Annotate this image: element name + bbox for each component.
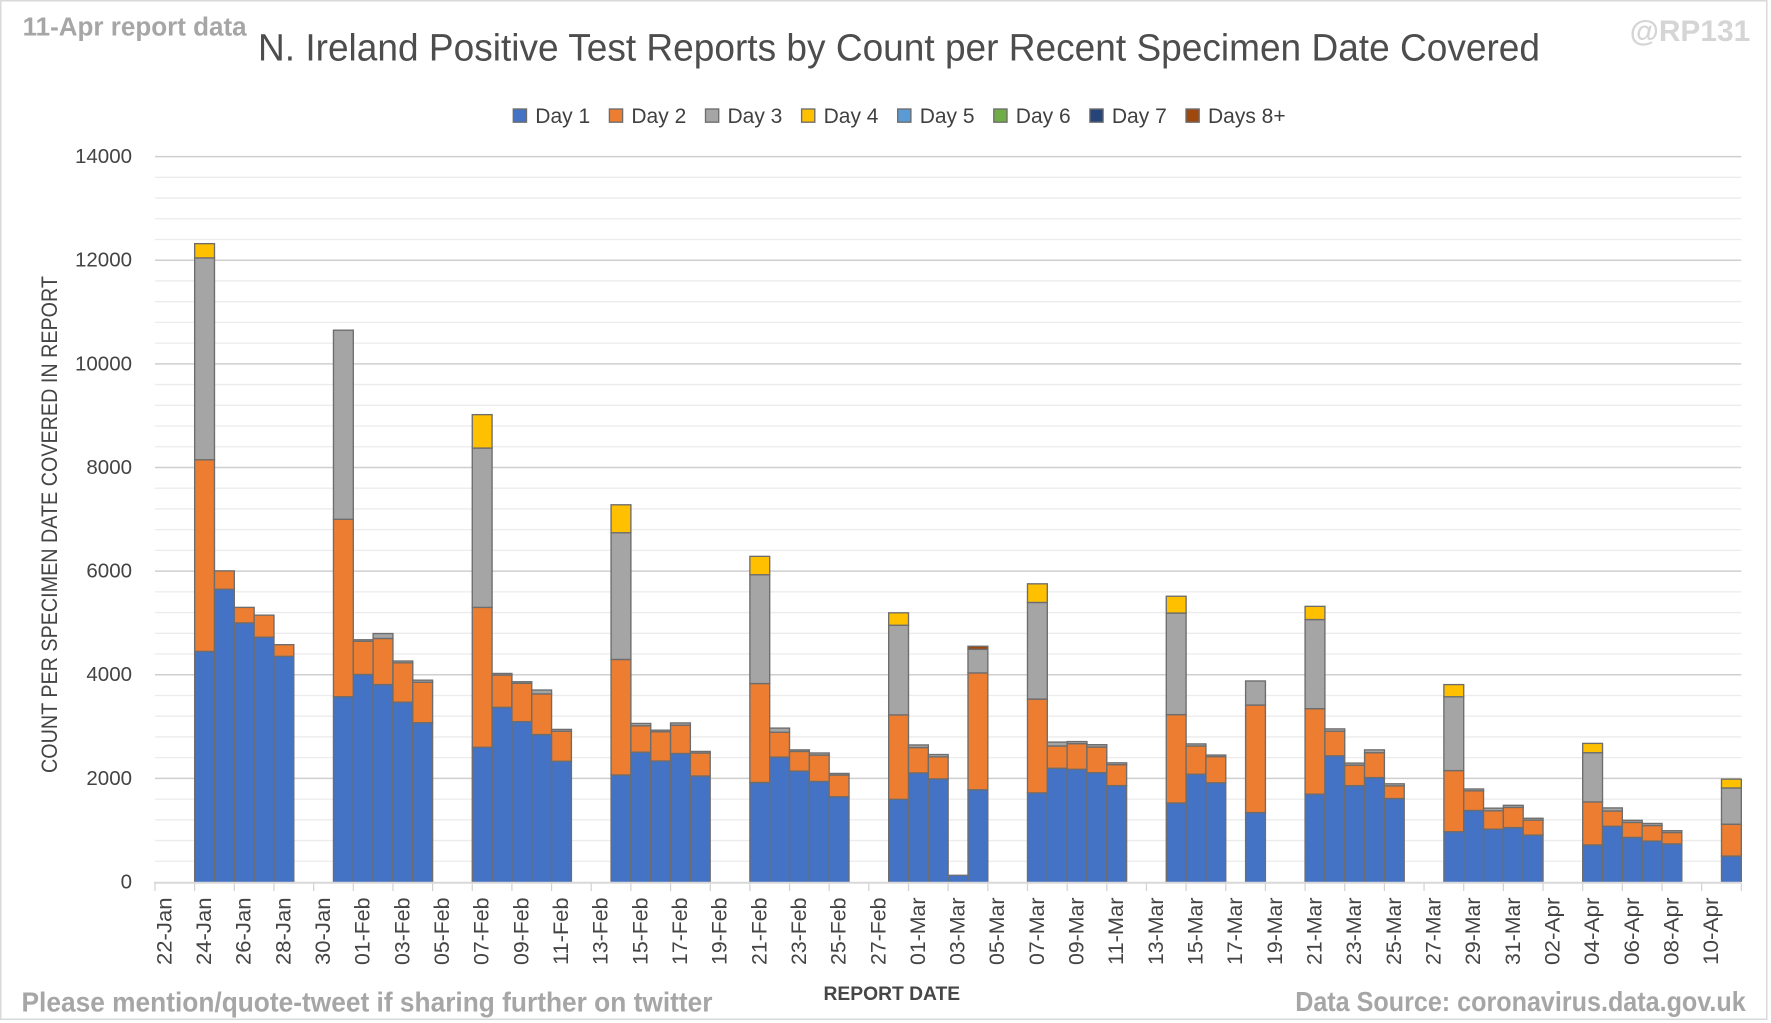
- svg-text:11-Mar: 11-Mar: [1105, 898, 1128, 966]
- svg-text:Day 3: Day 3: [728, 105, 783, 128]
- svg-text:05-Feb: 05-Feb: [431, 898, 454, 966]
- svg-text:11-Apr report data: 11-Apr report data: [23, 13, 248, 41]
- svg-text:05-Mar: 05-Mar: [986, 898, 1009, 966]
- svg-text:15-Mar: 15-Mar: [1185, 898, 1208, 966]
- svg-text:Day 5: Day 5: [920, 105, 975, 128]
- svg-text:21-Mar: 21-Mar: [1304, 898, 1327, 966]
- svg-text:04-Apr: 04-Apr: [1581, 897, 1604, 965]
- svg-text:14000: 14000: [75, 145, 132, 168]
- svg-text:13-Feb: 13-Feb: [590, 898, 613, 966]
- svg-text:@RP131: @RP131: [1630, 15, 1751, 48]
- svg-text:28-Jan: 28-Jan: [272, 898, 295, 966]
- svg-text:09-Feb: 09-Feb: [510, 898, 533, 966]
- svg-text:Day 6: Day 6: [1016, 105, 1071, 128]
- svg-text:02-Apr: 02-Apr: [1541, 897, 1564, 965]
- svg-text:Day 1: Day 1: [535, 105, 590, 128]
- svg-text:03-Mar: 03-Mar: [947, 898, 970, 966]
- svg-text:Data Source: coronavirus.data.: Data Source: coronavirus.data.gov.uk: [1295, 986, 1746, 1017]
- svg-text:10-Apr: 10-Apr: [1700, 897, 1723, 965]
- svg-text:REPORT DATE: REPORT DATE: [824, 983, 961, 1005]
- svg-text:27-Mar: 27-Mar: [1422, 898, 1445, 966]
- svg-text:12000: 12000: [75, 249, 132, 272]
- svg-text:0: 0: [121, 871, 132, 894]
- svg-text:4000: 4000: [86, 663, 132, 686]
- svg-text:19-Mar: 19-Mar: [1264, 898, 1287, 966]
- svg-text:22-Jan: 22-Jan: [153, 898, 176, 966]
- svg-text:11-Feb: 11-Feb: [550, 898, 573, 966]
- svg-text:Day 4: Day 4: [824, 105, 879, 128]
- svg-text:24-Jan: 24-Jan: [193, 898, 216, 966]
- svg-text:01-Feb: 01-Feb: [352, 898, 375, 966]
- svg-text:26-Jan: 26-Jan: [233, 898, 256, 966]
- svg-text:Days 8+: Days 8+: [1208, 105, 1286, 128]
- svg-text:30-Jan: 30-Jan: [312, 898, 335, 966]
- svg-text:23-Mar: 23-Mar: [1343, 898, 1366, 966]
- svg-text:29-Mar: 29-Mar: [1462, 898, 1485, 966]
- svg-text:31-Mar: 31-Mar: [1502, 898, 1525, 966]
- svg-text:25-Mar: 25-Mar: [1383, 898, 1406, 966]
- svg-text:07-Mar: 07-Mar: [1026, 898, 1049, 966]
- svg-text:2000: 2000: [86, 767, 132, 790]
- svg-text:21-Feb: 21-Feb: [748, 898, 771, 966]
- svg-text:25-Feb: 25-Feb: [828, 898, 851, 966]
- svg-text:23-Feb: 23-Feb: [788, 898, 811, 966]
- svg-text:COUNT PER SPECIMEN DATE COVERE: COUNT PER SPECIMEN DATE COVERED IN REPOR…: [37, 276, 62, 773]
- svg-text:10000: 10000: [75, 352, 132, 375]
- svg-text:09-Mar: 09-Mar: [1066, 898, 1089, 966]
- svg-text:17-Feb: 17-Feb: [669, 898, 692, 966]
- svg-text:08-Apr: 08-Apr: [1660, 897, 1683, 965]
- svg-text:27-Feb: 27-Feb: [867, 898, 890, 966]
- svg-text:19-Feb: 19-Feb: [709, 898, 732, 966]
- svg-text:01-Mar: 01-Mar: [907, 898, 930, 966]
- svg-text:Please mention/quote-tweet if: Please mention/quote-tweet if sharing fu…: [22, 987, 713, 1018]
- svg-text:17-Mar: 17-Mar: [1224, 898, 1247, 966]
- svg-text:15-Feb: 15-Feb: [629, 898, 652, 966]
- svg-text:Day 2: Day 2: [631, 105, 686, 128]
- svg-text:N. Ireland Positive Test Repor: N. Ireland Positive Test Reports by Coun…: [258, 28, 1540, 70]
- svg-text:8000: 8000: [86, 456, 132, 479]
- svg-text:6000: 6000: [86, 560, 132, 583]
- svg-text:07-Feb: 07-Feb: [471, 898, 494, 966]
- svg-text:03-Feb: 03-Feb: [391, 898, 414, 966]
- svg-text:06-Apr: 06-Apr: [1621, 897, 1644, 965]
- svg-text:Day 7: Day 7: [1112, 105, 1167, 128]
- svg-text:13-Mar: 13-Mar: [1145, 898, 1168, 966]
